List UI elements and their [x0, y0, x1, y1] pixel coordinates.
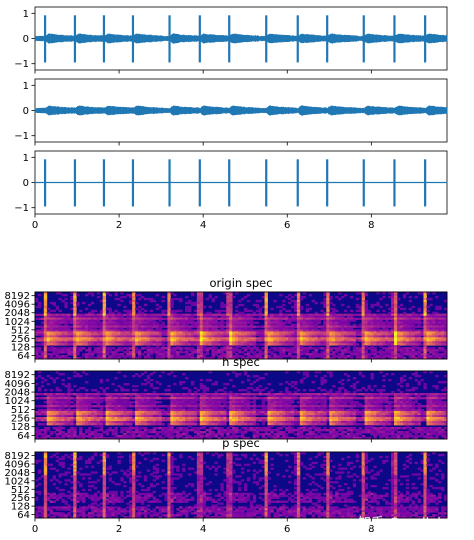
- y-tick-label: 512: [11, 405, 30, 416]
- y-tick-label: 64: [17, 431, 30, 442]
- y-tick-label: 1024: [5, 317, 30, 328]
- axes-frame: [34, 291, 448, 360]
- y-tick-label: 128: [11, 422, 30, 433]
- chart-title: origin spec: [209, 276, 272, 290]
- y-tick-label: 256: [11, 414, 30, 425]
- y-tick-label: 2048: [5, 308, 30, 319]
- x-tick-label: 8: [368, 220, 374, 231]
- x-tick-label: 4: [200, 524, 206, 535]
- y-tick-label: 4096: [5, 379, 30, 390]
- y-tick-label: 0: [23, 178, 29, 189]
- y-tick-label: 0: [23, 106, 29, 117]
- x-tick-label: 4: [200, 220, 206, 231]
- spectrogram-image: [35, 371, 448, 440]
- x-tick-label: 0: [32, 220, 38, 231]
- watermark-text: 知乎 @audioLab: [358, 515, 461, 531]
- y-tick-label: 1: [23, 81, 29, 92]
- y-tick-label: 4096: [5, 460, 30, 471]
- y-tick-label: −1: [14, 59, 29, 70]
- y-tick-label: −1: [14, 131, 29, 142]
- y-tick-label: 512: [11, 485, 30, 496]
- y-tick-label: 4096: [5, 300, 30, 311]
- y-tick-label: 256: [11, 493, 30, 504]
- y-tick-label: 256: [11, 334, 30, 345]
- chart-title: h spec: [222, 355, 260, 369]
- y-tick-label: 8192: [5, 370, 30, 381]
- y-tick-label: −1: [14, 203, 29, 214]
- y-tick-label: 64: [17, 510, 30, 521]
- y-tick-label: 8192: [5, 291, 30, 302]
- spectrogram-image: [35, 292, 448, 360]
- y-tick-label: 8192: [5, 451, 30, 462]
- y-tick-label: 128: [11, 342, 30, 353]
- y-tick-label: 64: [17, 351, 30, 362]
- y-tick-label: 1: [23, 9, 29, 20]
- x-tick-label: 2: [116, 220, 122, 231]
- y-tick-label: 0: [23, 34, 29, 45]
- y-tick-label: 1024: [5, 396, 30, 407]
- x-tick-label: 8: [368, 524, 374, 535]
- y-tick-label: 2048: [5, 388, 30, 399]
- y-tick-label: 1024: [5, 476, 30, 487]
- chart-title: p spec: [222, 436, 260, 450]
- x-tick-label: 0: [32, 524, 38, 535]
- spectrogram-image: [35, 452, 448, 519]
- x-tick-label: 2: [116, 524, 122, 535]
- y-tick-label: 1: [23, 153, 29, 164]
- axes-frame: [34, 451, 448, 519]
- x-tick-label: 6: [284, 524, 290, 535]
- axes-frame: [34, 370, 448, 440]
- y-tick-label: 2048: [5, 468, 30, 479]
- y-tick-label: 512: [11, 325, 30, 336]
- x-tick-label: 6: [284, 220, 290, 231]
- y-tick-label: 128: [11, 502, 30, 513]
